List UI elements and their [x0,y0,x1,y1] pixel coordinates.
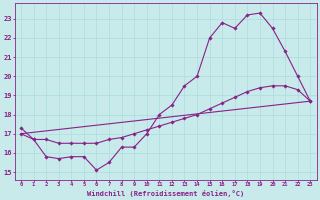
X-axis label: Windchill (Refroidissement éolien,°C): Windchill (Refroidissement éolien,°C) [87,190,244,197]
